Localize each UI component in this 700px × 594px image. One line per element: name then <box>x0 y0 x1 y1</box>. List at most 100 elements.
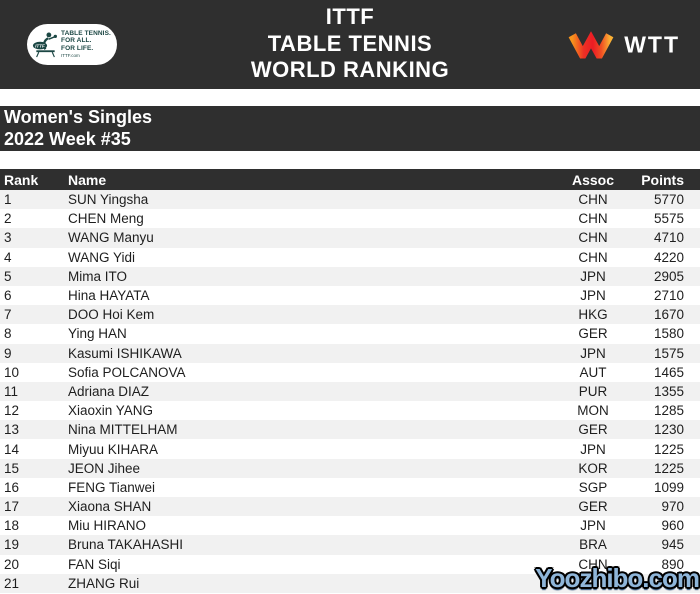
rank-cell: 11 <box>4 383 19 399</box>
points-cell: 970 <box>661 499 684 515</box>
name-cell: Nina MITTELHAM <box>68 422 178 438</box>
name-cell: WANG Manyu <box>68 230 154 246</box>
points-cell: 1225 <box>653 460 684 476</box>
assoc-cell: JPN <box>580 345 606 361</box>
table-row: 6 Hina HAYATA JPN 2710 <box>0 285 700 306</box>
name-cell: Bruna TAKAHASHI <box>68 537 184 553</box>
table-row: 9 Kasumi ISHIKAWA JPN 1575 <box>0 343 700 363</box>
table-row: 15 JEON Jihee KOR 1225 <box>0 458 700 478</box>
table-row: 10 Sofia POLCANOVA AUT 1465 <box>0 362 700 382</box>
assoc-cell: HKG <box>578 307 608 323</box>
table-row: 16 FENG Tianwei SGP 1099 <box>0 477 700 497</box>
points-cell: 4710 <box>653 230 684 246</box>
rank-cell: 21 <box>4 575 20 591</box>
points-cell: 5575 <box>653 211 684 227</box>
table-row: 11 Adriana DIAZ PUR 1355 <box>0 381 700 402</box>
col-header-assoc: Assoc <box>571 171 615 188</box>
points-cell: 1355 <box>653 383 684 399</box>
rank-cell: 18 <box>4 518 20 534</box>
table-row: 8 Ying HAN GER 1580 <box>0 324 700 344</box>
assoc-cell: CHN <box>578 249 608 265</box>
rank-cell: 13 <box>4 422 20 438</box>
name-cell: Mima ITO <box>68 268 128 284</box>
name-cell: Sofia POLCANOVA <box>68 364 186 380</box>
assoc-cell: JPN <box>580 288 606 304</box>
table-row: 4 WANG Yidi CHN 4220 <box>0 247 700 267</box>
ittf-logo: ITTF TABLE TENNIS. FOR ALL. FOR LIFE. IT… <box>27 24 117 65</box>
col-header-points: Points <box>641 171 684 188</box>
title-line-3: WORLD RANKING <box>250 57 450 82</box>
page-title: ITTF TABLE TENNIS WORLD RANKING <box>0 4 700 84</box>
name-cell: Adriana DIAZ <box>68 383 150 399</box>
rank-cell: 5 <box>4 268 12 284</box>
points-cell: 1670 <box>653 307 684 323</box>
wtt-label: WTT <box>624 31 680 58</box>
rank-cell: 16 <box>4 479 20 495</box>
rank-cell: 19 <box>4 537 20 553</box>
table-row: 3 WANG Manyu CHN 4710 <box>0 228 700 248</box>
points-cell: 1285 <box>653 403 684 419</box>
assoc-cell: CHN <box>578 192 608 208</box>
ittf-slogan-line-1: TABLE TENNIS. <box>61 29 111 37</box>
name-cell: FENG Tianwei <box>68 479 156 495</box>
col-header-name: Name <box>68 171 107 188</box>
table-row: 5 Mima ITO JPN 2905 <box>0 266 700 286</box>
table-row: 1 SUN Yingsha CHN 5770 <box>0 190 700 210</box>
rank-cell: 2 <box>4 211 12 227</box>
rank-cell: 14 <box>4 441 20 457</box>
rank-cell: 3 <box>4 230 12 246</box>
assoc-cell: PUR <box>578 383 608 399</box>
rank-cell: 9 <box>4 345 12 361</box>
table-row: 2 CHEN Meng CHN 5575 <box>0 209 700 229</box>
points-cell: 4220 <box>653 249 684 265</box>
name-cell: SUN Yingsha <box>68 192 149 208</box>
points-cell: 1230 <box>653 422 684 438</box>
points-cell: 2905 <box>653 268 684 284</box>
ittf-slogan-line-2: FOR ALL. <box>61 37 92 45</box>
assoc-cell: GER <box>578 422 608 438</box>
rank-cell: 15 <box>4 460 20 476</box>
rank-cell: 12 <box>4 403 20 419</box>
title-line-1: ITTF <box>325 4 375 29</box>
ittf-slogan-line-3: FOR LIFE. <box>61 44 94 52</box>
table-row: 12 Xiaoxin YANG MON 1285 <box>0 401 700 421</box>
ittf-site-label: ITTF.com <box>61 53 80 59</box>
points-cell: 5770 <box>653 192 684 208</box>
rank-cell: 10 <box>4 364 20 380</box>
rank-cell: 8 <box>4 326 12 342</box>
assoc-cell: MON <box>577 403 609 419</box>
table-row: 18 Miu HIRANO JPN 960 <box>0 516 700 536</box>
name-cell: CHEN Meng <box>68 211 144 227</box>
rank-cell: 7 <box>4 307 12 323</box>
table-row: 20 FAN Siqi CHN 890 <box>0 554 700 574</box>
table-row: 13 Nina MITTELHAM GER 1230 <box>0 420 700 440</box>
table-row: 17 Xiaona SHAN GER 970 <box>0 497 700 517</box>
table-row: 14 Miyuu KIHARA JPN 1225 <box>0 439 700 459</box>
assoc-cell: AUT <box>579 364 607 380</box>
rank-cell: 1 <box>4 192 12 208</box>
rank-cell: 17 <box>4 499 20 515</box>
table-body: 1 SUN Yingsha CHN 5770 2 CHEN Meng CHN 5… <box>0 190 700 593</box>
category-label: Women's Singles <box>4 107 152 127</box>
week-label: 2022 Week #35 <box>4 128 131 149</box>
watermark: Yoozhibo.com <box>535 563 700 593</box>
ittf-mark-text: ITTF <box>35 43 45 48</box>
ittf-player-icon: ITTF <box>32 32 57 57</box>
table-row: 19 Bruna TAKAHASHI BRA 945 <box>0 535 700 555</box>
assoc-cell: SGP <box>578 479 608 495</box>
assoc-cell: JPN <box>580 441 606 457</box>
title-line-2: TABLE TENNIS <box>267 30 433 56</box>
points-cell: 890 <box>661 556 684 572</box>
points-cell: 1575 <box>653 345 684 361</box>
name-cell: JEON Jihee <box>68 460 141 476</box>
assoc-cell: JPN <box>580 518 606 534</box>
table-row: 21 ZHANG Rui <box>0 573 700 593</box>
name-cell: Xiaoxin YANG <box>68 403 154 419</box>
table-header: Rank Name Assoc Points <box>0 169 700 190</box>
name-cell: Xiaona SHAN <box>68 499 152 515</box>
wtt-mark-icon <box>568 31 614 58</box>
assoc-cell: GER <box>578 499 608 515</box>
name-cell: WANG Yidi <box>68 249 136 265</box>
col-header-rank: Rank <box>4 171 39 188</box>
